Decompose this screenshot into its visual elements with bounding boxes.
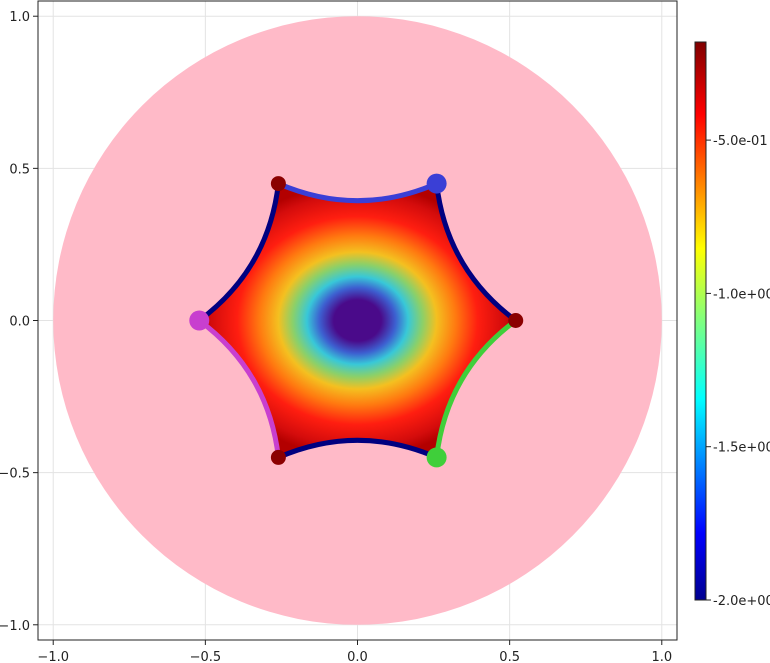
- hexagon-edge-4: [196, 318, 281, 460]
- colorbar-tick-label: -1.5e+00: [713, 441, 770, 456]
- x-axis: −1.0 −0.5 0.0 0.5 1.0: [37, 640, 672, 663]
- colorbar-tick-label: -1.0e+00: [713, 287, 770, 302]
- hexagon-edge-3: [275, 437, 440, 460]
- y-axis: −1.0 −0.5 0.0 0.5 1.0: [0, 10, 38, 634]
- hexagon-edges: [196, 181, 519, 460]
- colorbar-ticks: -2.0e+00 -1.5e+00 -1.0e+00 -5.0e-01: [706, 134, 770, 609]
- hexagon-edge-0: [275, 181, 440, 204]
- vertex-markers: [189, 173, 524, 468]
- plot-area: −1.0 −0.5 0.0 0.5 1.0 −1.0 −0.5 0.0 0.5 1.0: [0, 0, 678, 663]
- x-tick-label: 1.0: [651, 650, 672, 663]
- vertex-marker-blue: [426, 173, 447, 194]
- hexagon-field: [199, 183, 516, 458]
- vertex-marker-darkred: [270, 449, 286, 465]
- y-tick-label: 0.5: [9, 162, 30, 177]
- x-tick-label: 0.5: [499, 650, 520, 663]
- y-tick-label: 1.0: [9, 10, 30, 25]
- vertex-marker-magenta: [189, 310, 210, 331]
- hexagon-edge-2: [434, 318, 519, 460]
- y-tick-label: −1.0: [0, 619, 30, 634]
- colorbar-tick-label: -2.0e+00: [713, 594, 770, 609]
- colorbar-tick-label: -5.0e-01: [713, 134, 768, 149]
- x-tick-label: −0.5: [190, 650, 222, 663]
- hexagon-edge-5: [196, 181, 281, 323]
- vertex-marker-green: [426, 447, 447, 468]
- colorbar-gradient: [694, 41, 707, 601]
- y-tick-label: 0.0: [9, 315, 30, 330]
- colorbar: -2.0e+00 -1.5e+00 -1.0e+00 -5.0e-01: [694, 41, 770, 609]
- hexagon-edge-1: [434, 181, 519, 323]
- y-tick-label: −0.5: [0, 467, 30, 482]
- vertex-marker-darkred: [270, 176, 286, 192]
- x-tick-label: 0.0: [347, 650, 368, 663]
- x-tick-label: −1.0: [37, 650, 69, 663]
- vertex-marker-darkred: [508, 313, 524, 328]
